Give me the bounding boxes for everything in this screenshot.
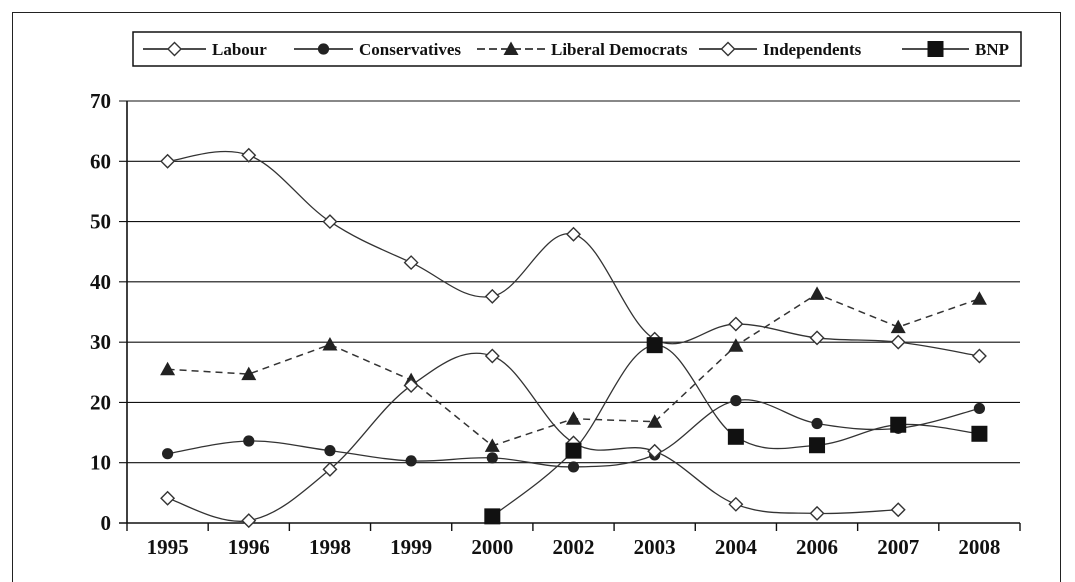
labour-point bbox=[322, 214, 338, 230]
x-tick-label: 2007 bbox=[877, 535, 919, 559]
independents-point bbox=[890, 502, 906, 518]
labour-point bbox=[403, 255, 419, 271]
independents-point bbox=[160, 490, 176, 506]
liberal-democrats-point bbox=[322, 337, 338, 351]
bnp-point bbox=[727, 428, 744, 445]
x-tick-label: 2002 bbox=[553, 535, 595, 559]
liberal-democrats-point bbox=[484, 438, 500, 452]
legend-label-liberal-democrats: Liberal Democrats bbox=[551, 40, 688, 59]
x-tick-label: 2003 bbox=[634, 535, 676, 559]
legend-label-independents: Independents bbox=[763, 40, 862, 59]
independents-point bbox=[241, 513, 257, 529]
conservatives-point bbox=[243, 435, 255, 447]
legend-marker-bnp bbox=[927, 41, 944, 57]
independents-point bbox=[647, 443, 663, 459]
bnp-point bbox=[565, 442, 582, 459]
independents-point bbox=[728, 496, 744, 512]
independents-point bbox=[322, 461, 338, 477]
y-tick-label: 30 bbox=[90, 330, 111, 354]
independents-line bbox=[167, 352, 899, 522]
liberal-democrats-point bbox=[890, 319, 906, 334]
liberal-democrats-point bbox=[728, 338, 744, 352]
legend-marker-liberal-democrats bbox=[503, 41, 519, 55]
bnp-point bbox=[646, 337, 663, 354]
x-tick-label: 1996 bbox=[228, 535, 270, 559]
x-tick-label: 1995 bbox=[147, 535, 189, 559]
gridlines bbox=[119, 100, 1020, 524]
y-axis-ticks: 0 10 20 30 40 50 60 70 bbox=[90, 89, 111, 535]
legend-marker-conservatives bbox=[317, 43, 330, 55]
conservatives-point bbox=[730, 395, 742, 407]
legend-label-bnp: BNP bbox=[975, 40, 1009, 59]
labour-point bbox=[566, 226, 581, 242]
labour-point bbox=[971, 348, 987, 364]
legend-marker-independents bbox=[720, 41, 736, 57]
y-tick-label: 10 bbox=[90, 451, 111, 475]
conservatives-point bbox=[567, 461, 580, 473]
y-tick-label: 60 bbox=[90, 149, 111, 173]
liberal-democrats-point bbox=[971, 291, 987, 305]
series-markers bbox=[160, 147, 988, 529]
legend-box bbox=[132, 31, 1022, 67]
conservatives-point bbox=[811, 417, 823, 430]
conservatives-point bbox=[486, 452, 498, 464]
x-tick-label: 2006 bbox=[796, 535, 838, 559]
y-tick-label: 20 bbox=[90, 390, 111, 414]
x-tick-label: 2004 bbox=[715, 535, 758, 559]
labour-point bbox=[809, 330, 825, 346]
x-tick-label: 1998 bbox=[309, 535, 351, 559]
legend-marker-labour bbox=[167, 41, 182, 57]
labour-line bbox=[167, 150, 980, 357]
x-tick-label: 1999 bbox=[390, 535, 432, 559]
labour-point bbox=[241, 147, 257, 163]
legend: Labour Conservatives Liberal Democrats Inde… bbox=[132, 31, 1022, 67]
y-tick-label: 0 bbox=[101, 511, 112, 535]
labour-point bbox=[728, 316, 744, 332]
chart-frame bbox=[12, 12, 1061, 582]
legend-label-labour: Labour bbox=[212, 40, 267, 59]
labour-point bbox=[484, 288, 500, 304]
independents-point bbox=[403, 378, 419, 394]
y-tick-label: 70 bbox=[90, 89, 111, 113]
bnp-point bbox=[809, 437, 826, 454]
bnp-point bbox=[890, 416, 907, 433]
conservatives-point bbox=[405, 455, 417, 467]
conservatives-point bbox=[161, 448, 174, 460]
legend-label-conservatives: Conservatives bbox=[359, 40, 461, 59]
bnp-point bbox=[971, 425, 988, 442]
independents-point bbox=[809, 505, 825, 521]
y-tick-label: 50 bbox=[90, 210, 111, 234]
x-axis-ticks: 1995 1996 1998 1999 2000 2002 2003 2004 2006 2007… bbox=[126, 523, 1021, 559]
x-tick-label: 2000 bbox=[471, 535, 513, 559]
x-tick-label: 2008 bbox=[958, 535, 1000, 559]
liberal-democrats-point bbox=[241, 366, 257, 381]
liberal-democrats-point bbox=[566, 411, 581, 425]
liberal-democrats-point bbox=[647, 414, 663, 428]
liberal-democrats-point bbox=[809, 286, 825, 300]
bnp-point bbox=[484, 508, 501, 525]
y-tick-label: 40 bbox=[90, 270, 111, 294]
conservatives-point bbox=[324, 445, 336, 457]
labour-point bbox=[160, 153, 176, 169]
independents-point bbox=[484, 348, 500, 364]
conservatives-point bbox=[973, 402, 986, 415]
liberal-democrats-point bbox=[160, 361, 176, 376]
labour-point bbox=[890, 334, 906, 350]
